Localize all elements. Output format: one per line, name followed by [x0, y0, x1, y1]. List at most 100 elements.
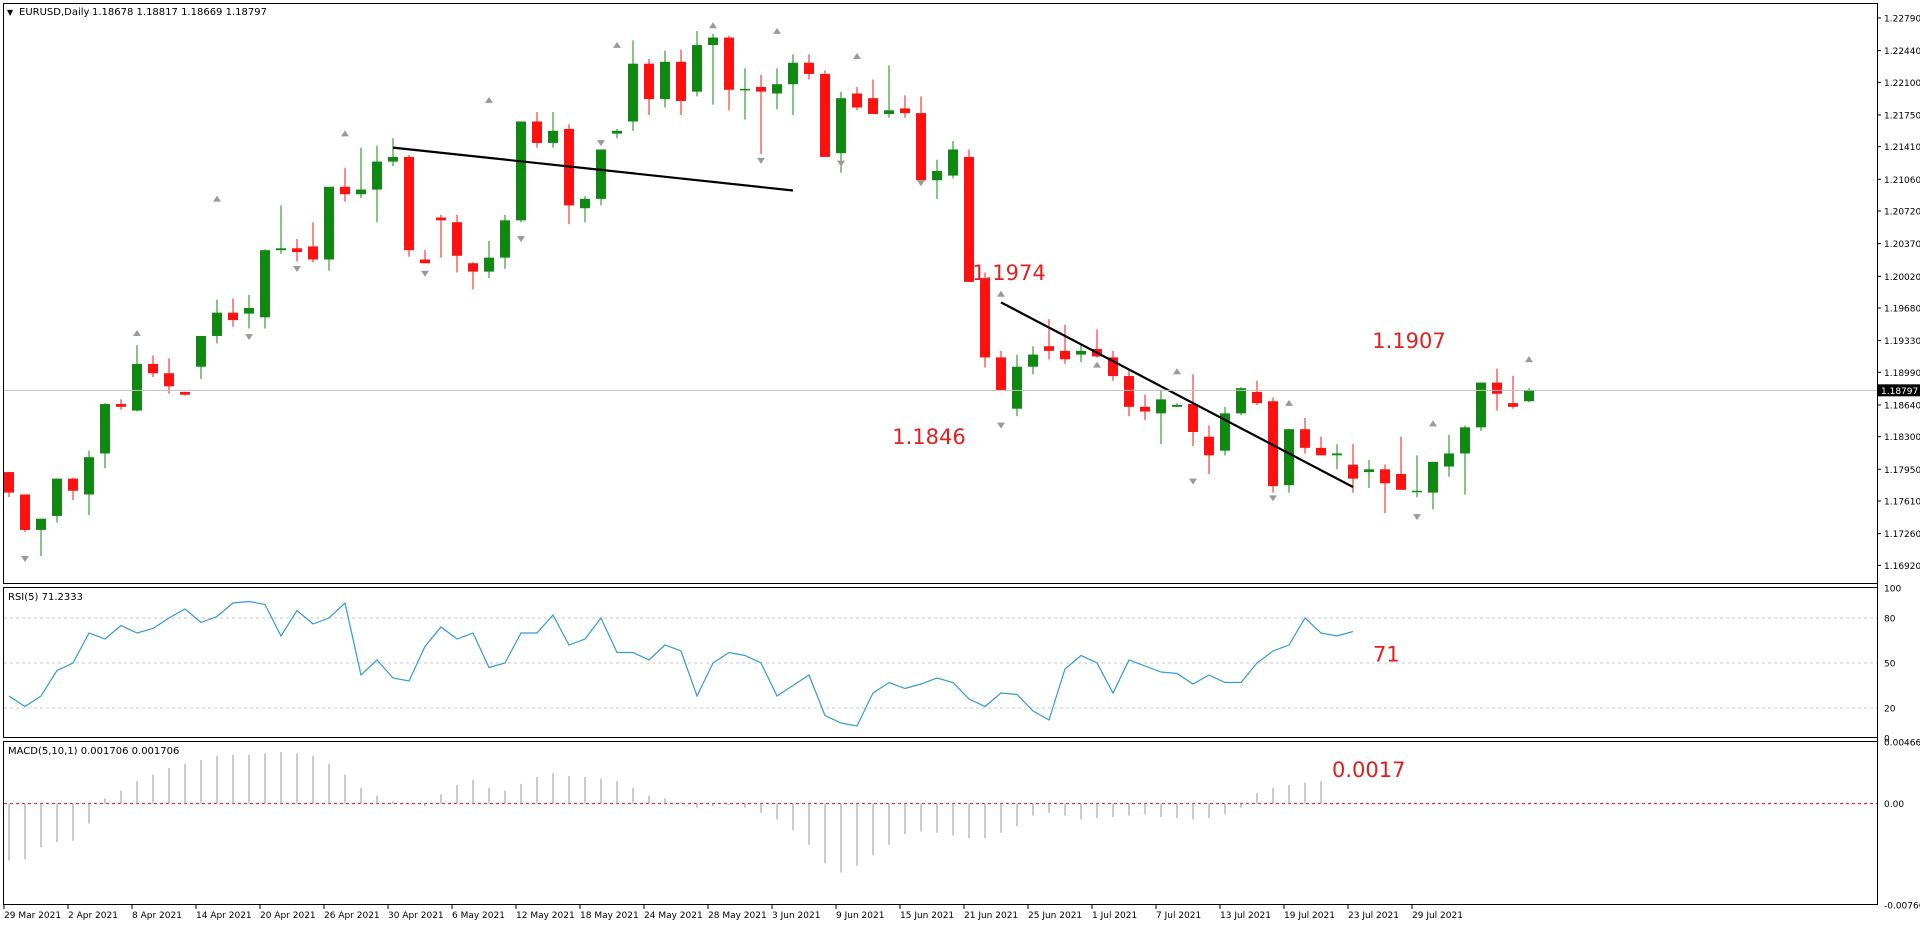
candle-body: [404, 156, 414, 251]
candle-body: [788, 62, 798, 85]
candle-body: [228, 312, 238, 321]
swing-low-marker: [517, 236, 525, 243]
swing-high-marker: [997, 290, 1005, 297]
candle-body: [372, 161, 382, 190]
date-tick-label: 29 Jul 2021: [1412, 911, 1463, 921]
trendline: [392, 146, 794, 192]
candle-body: [804, 62, 814, 74]
candle-body: [820, 73, 830, 157]
candle-body: [516, 121, 526, 221]
swing-high-marker: [853, 53, 861, 60]
price-y-tick-label: 1.18640: [1884, 401, 1920, 411]
candle-body: [1268, 401, 1278, 487]
candle-body: [612, 130, 622, 134]
candle-body: [1188, 404, 1198, 433]
date-tick-label: 1 Jul 2021: [1092, 911, 1137, 921]
swing-high-marker: [1429, 420, 1437, 427]
price-y-tick-label: 1.17610: [1884, 498, 1920, 508]
candle-body: [20, 494, 30, 530]
date-tick-label: 20 Apr 2021: [260, 911, 316, 921]
date-tick-label: 14 Apr 2021: [196, 911, 252, 921]
candle-body: [548, 130, 558, 143]
swing-low-marker: [597, 140, 605, 147]
swing-high-marker: [485, 96, 493, 103]
candle-body: [180, 391, 190, 395]
candle-body: [116, 404, 126, 407]
candle-body: [1316, 447, 1326, 456]
swing-low-marker: [293, 266, 301, 273]
candle-body: [1300, 429, 1310, 448]
candle-body: [980, 278, 990, 358]
candle-body: [100, 404, 110, 454]
price-annotation: 1.1974: [972, 261, 1045, 285]
price-y-tick-label: 1.19330: [1884, 337, 1920, 347]
swing-low-marker: [757, 157, 765, 164]
candle-body: [1012, 366, 1022, 409]
rsi-y-tick-label: 0: [1884, 735, 1890, 745]
swing-high-marker: [1093, 361, 1101, 368]
candle-body: [900, 108, 910, 114]
candle-body: [1476, 382, 1486, 428]
candle-body: [596, 149, 606, 199]
candle-body: [132, 363, 142, 411]
swing-high-marker: [709, 22, 717, 29]
candle-body: [36, 518, 46, 530]
candle-body: [148, 363, 158, 374]
candle-body: [84, 457, 94, 495]
candle-body: [1204, 436, 1214, 456]
rsi-y-tick-label: 80: [1884, 615, 1896, 625]
date-axis: 29 Mar 2021 2 Apr 2021 8 Apr 2021 14 Apr 20…: [3, 905, 1463, 921]
swing-low-marker: [1269, 495, 1277, 502]
candlestick-series: [4, 31, 1534, 557]
candle-body: [1380, 469, 1390, 484]
price-pane-frame: [3, 3, 1878, 584]
rsi-y-tick-label: 100: [1884, 585, 1901, 595]
candle-body: [1236, 388, 1246, 414]
candle-body: [836, 98, 846, 154]
rsi-label: RSI(5) 71.2333: [8, 592, 83, 603]
candle-body: [4, 472, 14, 493]
date-tick-label: 19 Jul 2021: [1284, 911, 1335, 921]
candle-body: [1140, 406, 1150, 412]
candle-body: [308, 246, 318, 260]
candle-body: [388, 156, 398, 162]
price-y-tick-label: 1.18990: [1884, 369, 1920, 379]
candle-body: [1060, 350, 1070, 360]
candle-body: [1172, 404, 1182, 407]
price-y-tick-label: 1.20020: [1884, 273, 1920, 283]
candle-body: [420, 259, 430, 264]
price-y-tick-label: 1.22440: [1884, 47, 1920, 57]
candle-body: [1156, 399, 1166, 414]
trendlines[interactable]: [392, 146, 1354, 488]
date-tick-label: 28 May 2021: [708, 911, 767, 921]
date-tick-label: 23 Jul 2021: [1348, 911, 1399, 921]
swing-low-marker: [837, 160, 845, 167]
price-y-axis: 1.22790 1.22440 1.22100 1.21750 1.21410 1.210…: [1877, 14, 1920, 572]
date-tick-label: 25 Jun 2021: [1028, 911, 1082, 921]
candle-body: [852, 93, 862, 108]
price-annotation: 1.1907: [1372, 329, 1445, 353]
candle-body: [1492, 382, 1502, 394]
candle-body: [260, 250, 270, 318]
collapse-marker-icon[interactable]: ▼: [7, 8, 14, 17]
date-tick-label: 18 May 2021: [580, 911, 639, 921]
ohlc-values: 1.18678 1.18817 1.18669 1.18797: [92, 7, 267, 18]
date-tick-label: 13 Jul 2021: [1220, 911, 1271, 921]
candle-body: [884, 110, 894, 115]
candle-body: [1044, 346, 1054, 351]
candle-body: [948, 149, 958, 176]
price-annotations: 1.2265 1.1974 1.1846 1.1907: [668, 0, 1445, 449]
price-y-tick-label: 1.18300: [1884, 433, 1920, 443]
date-tick-label: 26 Apr 2021: [324, 911, 380, 921]
current-price-tag: [1878, 384, 1920, 397]
rsi-value-annotation: 71: [1373, 643, 1400, 667]
price-annotation: 1.1846: [892, 425, 965, 449]
candle-body: [1284, 429, 1294, 486]
candle-body: [1108, 357, 1118, 377]
macd-y-tick-label: 0.004663: [1884, 739, 1920, 749]
swing-high-marker: [1285, 399, 1293, 406]
candle-body: [356, 189, 366, 195]
price-y-tick-label: 1.20370: [1884, 240, 1920, 250]
candle-body: [1252, 391, 1262, 404]
